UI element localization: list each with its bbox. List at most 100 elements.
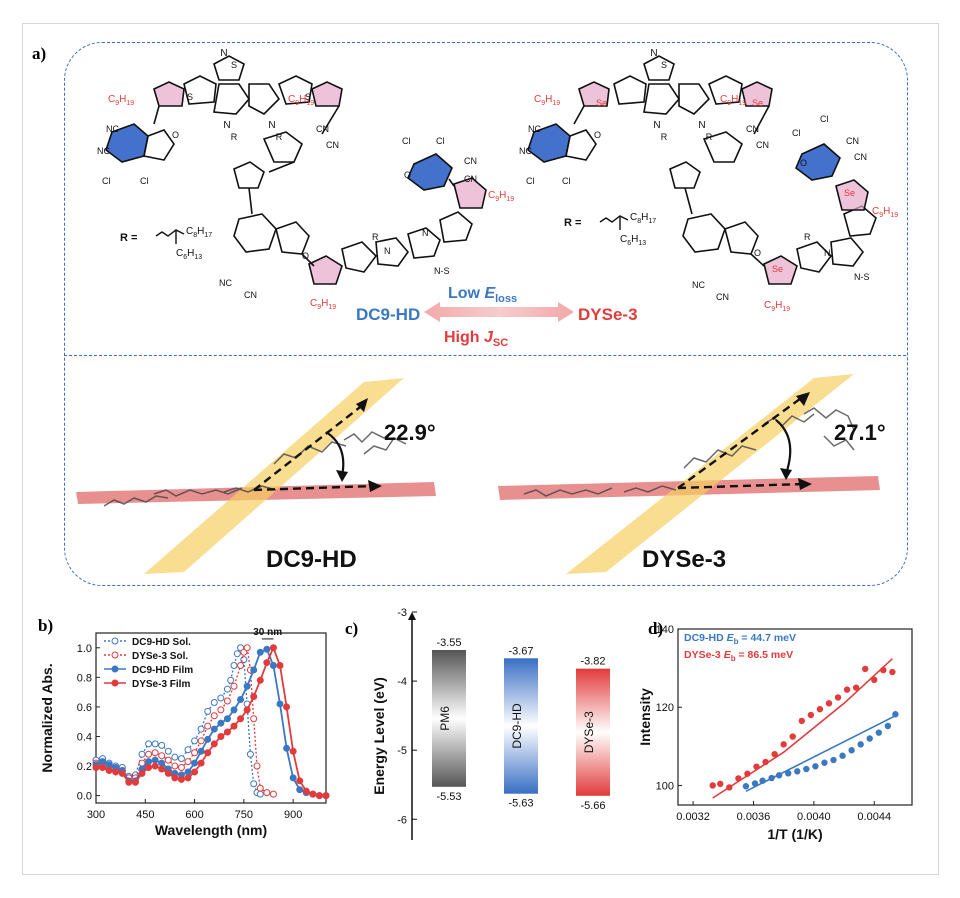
svg-text:CN: CN: [244, 290, 257, 300]
data-point: [866, 735, 873, 742]
svg-text:NC: NC: [97, 146, 110, 156]
data-point: [92, 764, 100, 772]
data-point: [296, 786, 304, 794]
molecule-dyse-3: [527, 55, 877, 285]
bar-name: DC9-HD: [510, 703, 524, 749]
dyse-3-r-label: R =: [564, 217, 581, 229]
data-point: [243, 644, 251, 652]
svg-text:CN: CN: [756, 140, 769, 150]
data-point: [744, 770, 751, 777]
data-point: [125, 778, 133, 786]
data-point: [848, 747, 855, 754]
dc9-hd-r-label: R =: [120, 232, 137, 244]
double-arrow-icon: [424, 302, 574, 322]
data-point: [821, 759, 828, 766]
data-point: [105, 766, 113, 774]
data-point: [191, 749, 199, 757]
data-point: [230, 682, 238, 690]
data-point: [794, 768, 801, 775]
data-point: [283, 703, 291, 711]
svg-text:N: N: [653, 120, 660, 131]
data-point: [204, 735, 212, 743]
data-point: [830, 756, 837, 764]
molecule-name-dc9-hd: DC9-HD: [356, 305, 420, 324]
data-point: [237, 662, 245, 670]
svg-text:NC: NC: [692, 280, 705, 290]
energy-bar: [504, 658, 538, 794]
data-point: [197, 747, 205, 755]
data-point: [223, 697, 231, 705]
legend-label: DYSe-3 Film: [132, 679, 190, 690]
y-axis-label: Energy Level (eV): [371, 677, 387, 795]
molecule-dc9-hd: [105, 55, 487, 285]
svg-text:Cl: Cl: [140, 176, 149, 186]
svg-text:R: R: [276, 132, 283, 142]
data-point: [816, 705, 824, 713]
data-point: [230, 662, 238, 670]
data-point: [217, 694, 225, 702]
y-tick-label: 1.0: [77, 643, 92, 655]
data-point: [780, 741, 787, 748]
lumo-label: -3.82: [580, 656, 605, 668]
data-point: [857, 741, 864, 748]
dyse-3-atom-labels: N S N N R R NC NC O Cl Cl CN CN Cl Cl CN…: [519, 48, 870, 302]
intensity-chart: 0.0032 0.0036 0.0040 0.0044 100 120 140 1/T (1/…: [637, 624, 913, 842]
data-point: [269, 644, 277, 652]
legend-label: DC9-HD Eb = 44.7 meV: [684, 632, 796, 646]
data-point: [852, 684, 860, 691]
data-point: [230, 706, 238, 714]
data-point: [191, 759, 199, 767]
data-point: [184, 758, 192, 766]
data-point: [768, 774, 775, 782]
x-axis-label: 1/T (1/K): [767, 826, 822, 842]
svg-text:N-S: N-S: [854, 272, 870, 282]
data-point: [99, 758, 107, 766]
data-point: [263, 645, 271, 653]
data-point: [210, 698, 218, 706]
data-point: [223, 685, 231, 693]
svg-text:R: R: [372, 232, 379, 242]
dihedral-name-dc9-hd: DC9-HD: [266, 546, 357, 573]
y-tick-label: -3: [397, 607, 407, 619]
svg-text:N-S: N-S: [434, 266, 450, 276]
svg-text:N: N: [220, 48, 227, 59]
dc9-hd-atom-labels: N S S S N N R R NC NC O Cl Cl CN CN Cl C…: [97, 48, 477, 300]
data-point: [217, 706, 225, 714]
svg-text:CN: CN: [326, 140, 339, 150]
data-point: [191, 737, 199, 745]
data-point: [184, 774, 192, 782]
data-point: [753, 763, 760, 770]
data-point: [717, 780, 724, 788]
data-point: [751, 780, 759, 787]
y-tick-label: -4: [397, 676, 407, 688]
data-point: [145, 740, 153, 748]
lumo-label: -3.67: [508, 645, 533, 657]
data-point: [263, 789, 271, 797]
dihedral-dc9-hd: [76, 378, 436, 574]
data-point: [250, 693, 258, 701]
data-point: [812, 763, 819, 770]
svg-text:CN: CN: [854, 152, 867, 162]
data-point: [250, 780, 258, 788]
data-point: [825, 700, 833, 707]
data-point: [230, 722, 238, 730]
svg-text:O: O: [800, 158, 807, 168]
svg-text:O: O: [594, 130, 601, 140]
data-point: [184, 768, 192, 776]
data-point: [217, 719, 225, 727]
data-point: [843, 686, 851, 693]
svg-text:N: N: [422, 228, 429, 238]
data-point: [145, 750, 153, 758]
data-point: [875, 729, 882, 736]
absorption-chart: 300 450 600 750 900 0.0 0.2 0.4 0.6 0.8 1.0 Wavelen…: [39, 627, 330, 838]
panel-a-box: [64, 42, 908, 586]
annotation-label: 30 nm: [253, 627, 282, 638]
bar-name: PM6: [438, 706, 452, 731]
data-point: [250, 715, 258, 723]
svg-text:Cl: Cl: [526, 176, 535, 186]
data-point: [263, 659, 271, 667]
y-axis-arrow-icon: [408, 612, 416, 620]
data-point: [283, 744, 291, 752]
data-point: [197, 759, 205, 767]
data-point: [151, 762, 159, 770]
